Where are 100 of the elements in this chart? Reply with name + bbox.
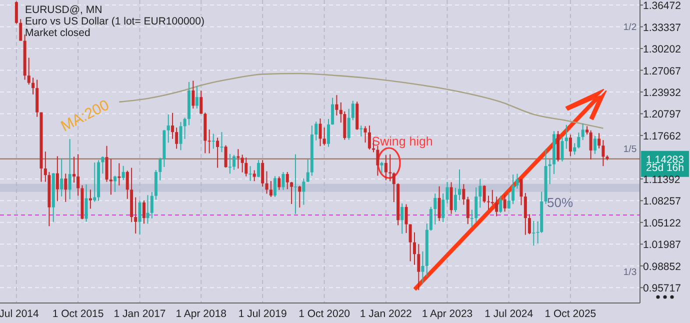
candlestick — [294, 154, 297, 214]
x-tick-label: 1 Jan 2022 — [360, 308, 412, 320]
y-tick-label: 1.27067 — [643, 65, 682, 78]
candlestick — [434, 193, 437, 225]
candlestick — [470, 209, 474, 228]
candlestick — [76, 154, 80, 196]
candlestick — [322, 127, 326, 146]
candlestick — [520, 178, 523, 206]
candlestick — [72, 156, 76, 184]
candlestick — [27, 57, 30, 86]
candlestick — [216, 137, 220, 168]
candlestick — [412, 232, 416, 266]
candlestick — [446, 182, 449, 204]
candlestick — [93, 162, 96, 202]
annotation: Swing high — [372, 134, 433, 149]
candlestick — [331, 97, 334, 126]
candlestick — [400, 202, 404, 234]
candlestick — [577, 132, 580, 149]
candlestick — [564, 124, 568, 150]
candlestick — [318, 118, 322, 147]
candlestick — [282, 172, 285, 190]
x-tick-label: 1 Apr 2023 — [422, 308, 473, 320]
candlestick — [126, 170, 129, 200]
candlestick — [326, 118, 330, 148]
candlestick — [581, 122, 584, 141]
candlestick — [150, 192, 154, 219]
candlestick — [499, 195, 502, 214]
candlestick — [364, 126, 367, 144]
y-tick-label: 1.05122 — [643, 217, 682, 230]
candlestick — [347, 108, 350, 140]
y-tick-label: 1.11392 — [643, 174, 680, 186]
annotation: 1/5 — [623, 144, 637, 155]
x-tick-label: 1 Oct 2015 — [52, 308, 104, 320]
candlestick — [442, 192, 445, 223]
candlestick — [244, 157, 248, 177]
candlestick — [175, 127, 178, 150]
y-tick-label: 1.17662 — [643, 130, 682, 142]
candlestick — [368, 125, 371, 150]
candlestick — [495, 196, 498, 217]
candlestick — [380, 161, 384, 174]
candlestick — [158, 157, 162, 181]
candlestick — [306, 158, 310, 183]
candlestick — [429, 206, 432, 232]
candlestick — [192, 80, 195, 110]
candlestick — [232, 154, 236, 170]
line-series — [118, 72, 604, 129]
candlestick — [302, 178, 306, 206]
candlestick — [524, 192, 527, 236]
candlestick — [454, 187, 457, 213]
candlestick — [269, 180, 272, 198]
candlestick — [261, 160, 264, 188]
candlestick — [528, 214, 531, 235]
x-tick-label: 1 Oct 2025 — [544, 308, 596, 320]
candlestick — [478, 178, 482, 208]
candlestick — [248, 166, 252, 182]
candlestick — [68, 138, 72, 200]
candlestick — [273, 176, 276, 198]
candlestick — [568, 134, 572, 157]
candlestick — [138, 200, 142, 235]
band-label: 50% — [546, 194, 574, 210]
candlestick — [593, 135, 596, 154]
candlestick — [166, 114, 170, 144]
x-tick-label: 1 Apr 2018 — [176, 308, 227, 320]
candlestick — [573, 142, 576, 156]
candlestick — [109, 158, 112, 196]
candlestick — [122, 165, 125, 181]
candlestick — [265, 170, 268, 194]
y-tick-label: 1.01987 — [643, 239, 682, 252]
candlestick — [142, 200, 146, 224]
y-tick-label: 1.30202 — [643, 44, 682, 56]
candlestick — [421, 250, 424, 284]
candlestick — [314, 121, 318, 141]
candlestick — [118, 162, 121, 186]
candlestick — [598, 132, 601, 149]
candlestick — [32, 77, 35, 95]
candlestick — [88, 189, 92, 210]
candlestick — [516, 173, 519, 190]
candlestick — [179, 121, 182, 151]
candlestick — [458, 168, 462, 201]
candlestick — [404, 204, 408, 234]
candlestick — [388, 154, 392, 182]
candlestick — [392, 172, 396, 203]
x-tick-label: 1 Oct 2020 — [298, 308, 350, 320]
chart-title: EURUSD@, MN — [25, 4, 102, 16]
candlestick — [286, 172, 289, 190]
candlestick — [450, 182, 453, 214]
candlestick — [602, 140, 605, 167]
candlestick — [589, 130, 592, 160]
candlestick — [474, 186, 478, 223]
candlestick — [512, 174, 515, 205]
candlestick — [195, 86, 198, 110]
annotation: 1/3 — [623, 267, 637, 278]
candlestick — [14, 0, 18, 24]
candlestick — [408, 224, 412, 262]
y-tick-label: 0.98852 — [643, 260, 682, 273]
candlestick — [462, 184, 466, 206]
candlestick — [482, 184, 486, 204]
candlestick — [351, 100, 354, 121]
candlestick — [56, 156, 59, 202]
x-tick-label: 1 Jan 2017 — [114, 308, 166, 320]
